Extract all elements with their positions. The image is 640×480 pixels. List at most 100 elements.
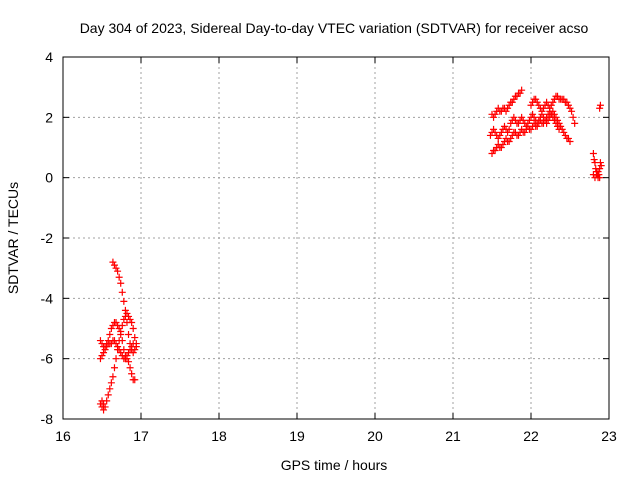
data-point bbox=[486, 131, 494, 139]
y-tick-label: -2 bbox=[41, 230, 54, 246]
data-point bbox=[131, 376, 139, 384]
axis-ticks bbox=[62, 56, 610, 420]
data-point bbox=[518, 113, 526, 121]
data-point bbox=[131, 346, 139, 354]
data-point bbox=[120, 297, 128, 305]
y-tick-label: 4 bbox=[45, 49, 53, 65]
data-point bbox=[507, 134, 515, 142]
y-tick-label: -6 bbox=[41, 351, 54, 367]
data-point bbox=[564, 101, 572, 109]
data-point bbox=[515, 119, 523, 127]
data-point bbox=[543, 113, 551, 121]
x-tick-label: 18 bbox=[211, 428, 227, 444]
data-point bbox=[121, 306, 129, 314]
data-point bbox=[566, 137, 574, 145]
data-point bbox=[594, 168, 602, 176]
data-point bbox=[497, 144, 505, 151]
data-point bbox=[521, 128, 529, 136]
data-point bbox=[120, 346, 128, 354]
data-point bbox=[100, 400, 108, 408]
data-point bbox=[541, 116, 549, 124]
data-point bbox=[121, 352, 129, 360]
data-point bbox=[123, 309, 131, 317]
data-point bbox=[115, 273, 123, 281]
data-point bbox=[118, 288, 126, 296]
data-point bbox=[505, 137, 513, 145]
data-point bbox=[597, 162, 605, 170]
data-point bbox=[125, 331, 133, 339]
data-point bbox=[543, 98, 551, 106]
data-point bbox=[98, 397, 106, 405]
data-point bbox=[507, 119, 515, 127]
data-point bbox=[527, 101, 535, 109]
data-point bbox=[126, 315, 134, 323]
data-point bbox=[555, 125, 563, 133]
data-point bbox=[104, 337, 112, 345]
data-point bbox=[525, 116, 533, 124]
data-point bbox=[112, 340, 120, 348]
x-tick-label: 22 bbox=[523, 428, 539, 444]
data-point bbox=[535, 101, 543, 109]
data-point bbox=[494, 134, 502, 142]
data-point bbox=[568, 107, 576, 115]
data-point bbox=[516, 89, 524, 97]
x-tick-label: 20 bbox=[367, 428, 383, 444]
data-point bbox=[529, 110, 537, 118]
data-point bbox=[110, 261, 118, 269]
data-point bbox=[98, 352, 106, 360]
data-point bbox=[109, 258, 117, 266]
data-point bbox=[510, 113, 518, 121]
data-point bbox=[550, 116, 558, 124]
data-point bbox=[519, 116, 527, 124]
data-point bbox=[497, 128, 505, 136]
data-point bbox=[554, 122, 562, 130]
data-point bbox=[566, 104, 574, 112]
data-point bbox=[505, 125, 513, 133]
x-tick-label: 17 bbox=[133, 428, 149, 444]
data-point bbox=[510, 95, 518, 103]
data-point bbox=[112, 318, 120, 326]
data-point bbox=[488, 150, 496, 158]
data-point bbox=[114, 267, 122, 275]
data-point bbox=[560, 95, 568, 103]
data-point bbox=[596, 174, 604, 182]
data-point bbox=[112, 355, 120, 363]
x-tick-label: 21 bbox=[445, 428, 461, 444]
data-point bbox=[106, 331, 114, 339]
data-point bbox=[115, 325, 123, 332]
data-point bbox=[527, 125, 535, 133]
chart-title: Day 304 of 2023, Sidereal Day-to-day VTE… bbox=[80, 20, 589, 36]
data-point bbox=[596, 159, 604, 167]
data-point bbox=[118, 337, 126, 345]
data-point bbox=[547, 110, 555, 118]
data-point bbox=[109, 373, 117, 381]
data-point bbox=[538, 107, 546, 115]
x-tick-label: 23 bbox=[601, 428, 617, 444]
data-point bbox=[549, 113, 557, 121]
data-point bbox=[546, 104, 554, 112]
y-axis-label: SDTVAR / TECUs bbox=[5, 182, 21, 294]
data-point bbox=[110, 364, 118, 372]
data-point bbox=[129, 325, 137, 332]
data-point bbox=[107, 325, 115, 332]
data-point bbox=[131, 334, 139, 342]
data-point bbox=[518, 86, 526, 94]
data-point bbox=[491, 128, 499, 136]
data-point bbox=[590, 156, 598, 164]
data-point bbox=[125, 358, 133, 366]
data-point bbox=[126, 340, 134, 348]
data-point bbox=[596, 104, 604, 112]
data-point bbox=[128, 370, 136, 378]
data-point bbox=[125, 312, 133, 320]
data-point bbox=[533, 98, 541, 106]
data-point bbox=[563, 98, 571, 106]
data-point bbox=[490, 125, 498, 133]
data-point bbox=[123, 355, 131, 363]
data-point bbox=[117, 279, 125, 287]
data-point bbox=[547, 101, 555, 109]
data-point bbox=[132, 343, 140, 351]
data-point bbox=[500, 122, 508, 130]
data-point bbox=[554, 92, 562, 100]
data-point bbox=[117, 349, 125, 357]
